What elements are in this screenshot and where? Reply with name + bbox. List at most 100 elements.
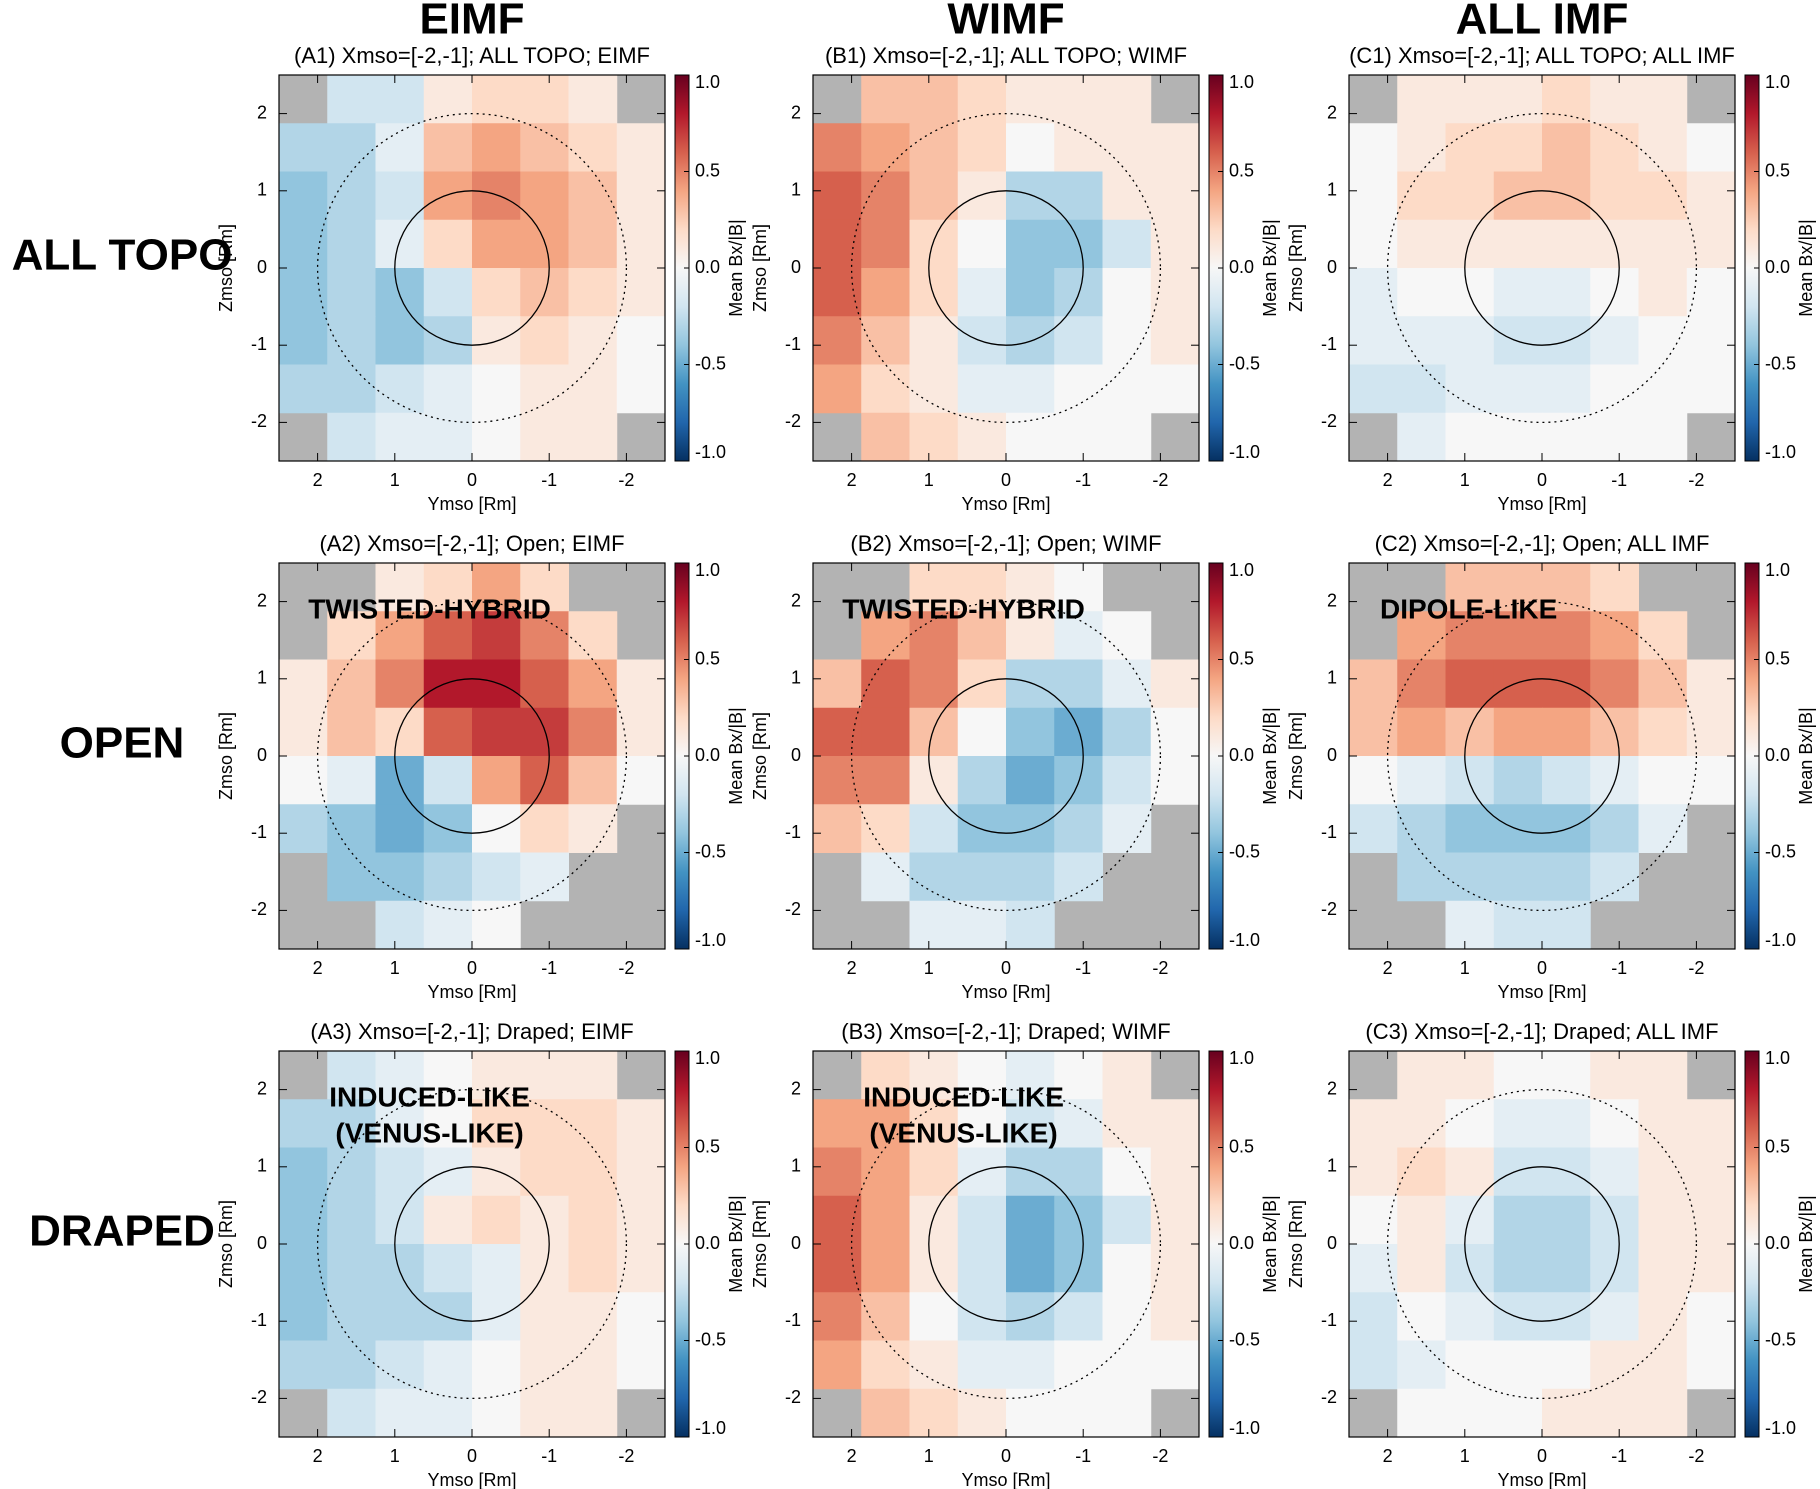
heatmap-cell [861, 1099, 910, 1148]
x-tick-label: 0 [1001, 470, 1011, 490]
heatmap-cell [423, 756, 473, 805]
heatmap-cell [1397, 123, 1446, 172]
heatmap-cell [375, 804, 425, 853]
heatmap-cell [472, 268, 521, 317]
heatmap-cell [813, 1292, 862, 1341]
heatmap-cell [423, 123, 473, 172]
heatmap-cell [1006, 1195, 1055, 1245]
reference-circle [1464, 190, 1620, 346]
heatmap-cell [472, 707, 521, 757]
heatmap-cell [1542, 756, 1591, 805]
colorbar-tick-label: -0.5 [1229, 1329, 1260, 1349]
heatmap-cell [1150, 1195, 1200, 1245]
heatmap-cell [1445, 563, 1495, 612]
heatmap-cell [1542, 123, 1591, 172]
heatmap-cell [375, 1388, 425, 1438]
heatmap-cell [1349, 707, 1398, 757]
heatmap-cell [327, 659, 376, 709]
heatmap-cell [568, 412, 618, 462]
heatmap-cell [1590, 268, 1639, 317]
heatmap-cell [279, 1340, 328, 1390]
heatmap-cell [1445, 412, 1495, 462]
x-tick-label: 0 [1001, 958, 1011, 978]
x-tick-label: 1 [1460, 470, 1470, 490]
heatmap-cell [327, 1099, 376, 1148]
heatmap-cell [1590, 1340, 1639, 1390]
x-tick-label: -1 [1075, 958, 1091, 978]
heatmap-cell [1590, 707, 1639, 757]
heatmap-cell [1349, 1147, 1398, 1197]
heatmap-cell [1686, 364, 1736, 414]
heatmap-cell [1493, 756, 1543, 805]
heatmap-cell [1638, 804, 1688, 853]
heatmap-cell [909, 1244, 959, 1293]
heatmap-cell [1102, 412, 1152, 462]
reference-circle [394, 190, 550, 346]
heatmap-cell [568, 316, 618, 365]
heatmap-cell [1054, 756, 1103, 805]
heatmap-cell [1349, 1099, 1398, 1148]
heatmap-cell [1150, 219, 1200, 269]
heatmap-cell [1397, 659, 1446, 709]
heatmap-cell [1397, 804, 1446, 853]
heatmap-cell [957, 852, 1007, 902]
y-tick-label: 1 [791, 1156, 801, 1176]
y-tick-label: 2 [791, 590, 801, 610]
heatmap-cell [1638, 1147, 1688, 1197]
y-tick-label: 0 [1327, 257, 1337, 277]
reference-circle [394, 1166, 550, 1322]
colorbar-tick-label: -1.0 [695, 442, 726, 462]
heatmap-cell [1493, 171, 1543, 221]
heatmap-cell [1054, 268, 1103, 317]
y-axis-label: Zmso [Rm] [216, 712, 236, 800]
heatmap-cell [423, 1388, 473, 1438]
x-tick-label: -2 [1152, 1446, 1168, 1466]
heatmap-cell [1638, 316, 1688, 365]
heatmap-cell [1102, 1292, 1152, 1341]
heatmap-cell [1542, 804, 1591, 853]
heatmap-cell [957, 123, 1007, 172]
heatmap-cell [1006, 1292, 1055, 1341]
heatmap-cell [909, 1340, 959, 1390]
heatmap-cell [1054, 219, 1103, 269]
x-tick-label: -2 [1152, 958, 1168, 978]
heatmap-cell [279, 171, 328, 221]
y-tick-label: 0 [791, 1233, 801, 1253]
x-tick-label: -1 [541, 1446, 557, 1466]
heatmap-cell [1102, 364, 1152, 414]
heatmap-cell [1006, 219, 1055, 269]
heatmap-cell [375, 756, 425, 805]
heatmap-cell [1542, 268, 1591, 317]
heatmap-cell [1397, 852, 1446, 902]
heatmap-cell [813, 1195, 862, 1245]
heatmap-cell [1686, 316, 1736, 365]
heatmap-cell [909, 804, 959, 853]
x-axis-label: Ymso [Rm] [961, 1470, 1050, 1489]
heatmap-cell [1054, 611, 1103, 660]
heatmap-cell [957, 756, 1007, 805]
reference-circle [928, 1166, 1084, 1322]
heatmap-cell [1542, 611, 1591, 660]
colorbar-tick-label: 0.5 [1229, 160, 1254, 180]
heatmap-cell [423, 1340, 473, 1390]
heatmap-cell [1445, 611, 1495, 660]
heatmap-cell [1542, 852, 1591, 902]
heatmap-cell [1150, 1340, 1200, 1390]
heatmap-cell [861, 1147, 910, 1197]
heatmap-cell [1397, 756, 1446, 805]
colorbar-tick-label: 1.0 [1765, 560, 1790, 580]
heatmap-cell [1445, 171, 1495, 221]
heatmap-cell [375, 611, 425, 660]
heatmap-cell [1054, 1388, 1103, 1438]
heatmap-cell [1638, 1292, 1688, 1341]
heatmap-cell [1638, 268, 1688, 317]
y-tick-label: 1 [791, 180, 801, 200]
heatmap-cell [1445, 900, 1495, 950]
y-axis-label: Zmso [Rm] [1286, 224, 1306, 312]
colorbar-label: Mean Bx/|B| [726, 219, 746, 316]
heatmap-cell [1686, 123, 1736, 172]
heatmap-cell [1590, 1388, 1639, 1438]
heatmap-cell [520, 1244, 569, 1293]
y-tick-label: -2 [785, 899, 801, 919]
heatmap-cell [375, 364, 425, 414]
